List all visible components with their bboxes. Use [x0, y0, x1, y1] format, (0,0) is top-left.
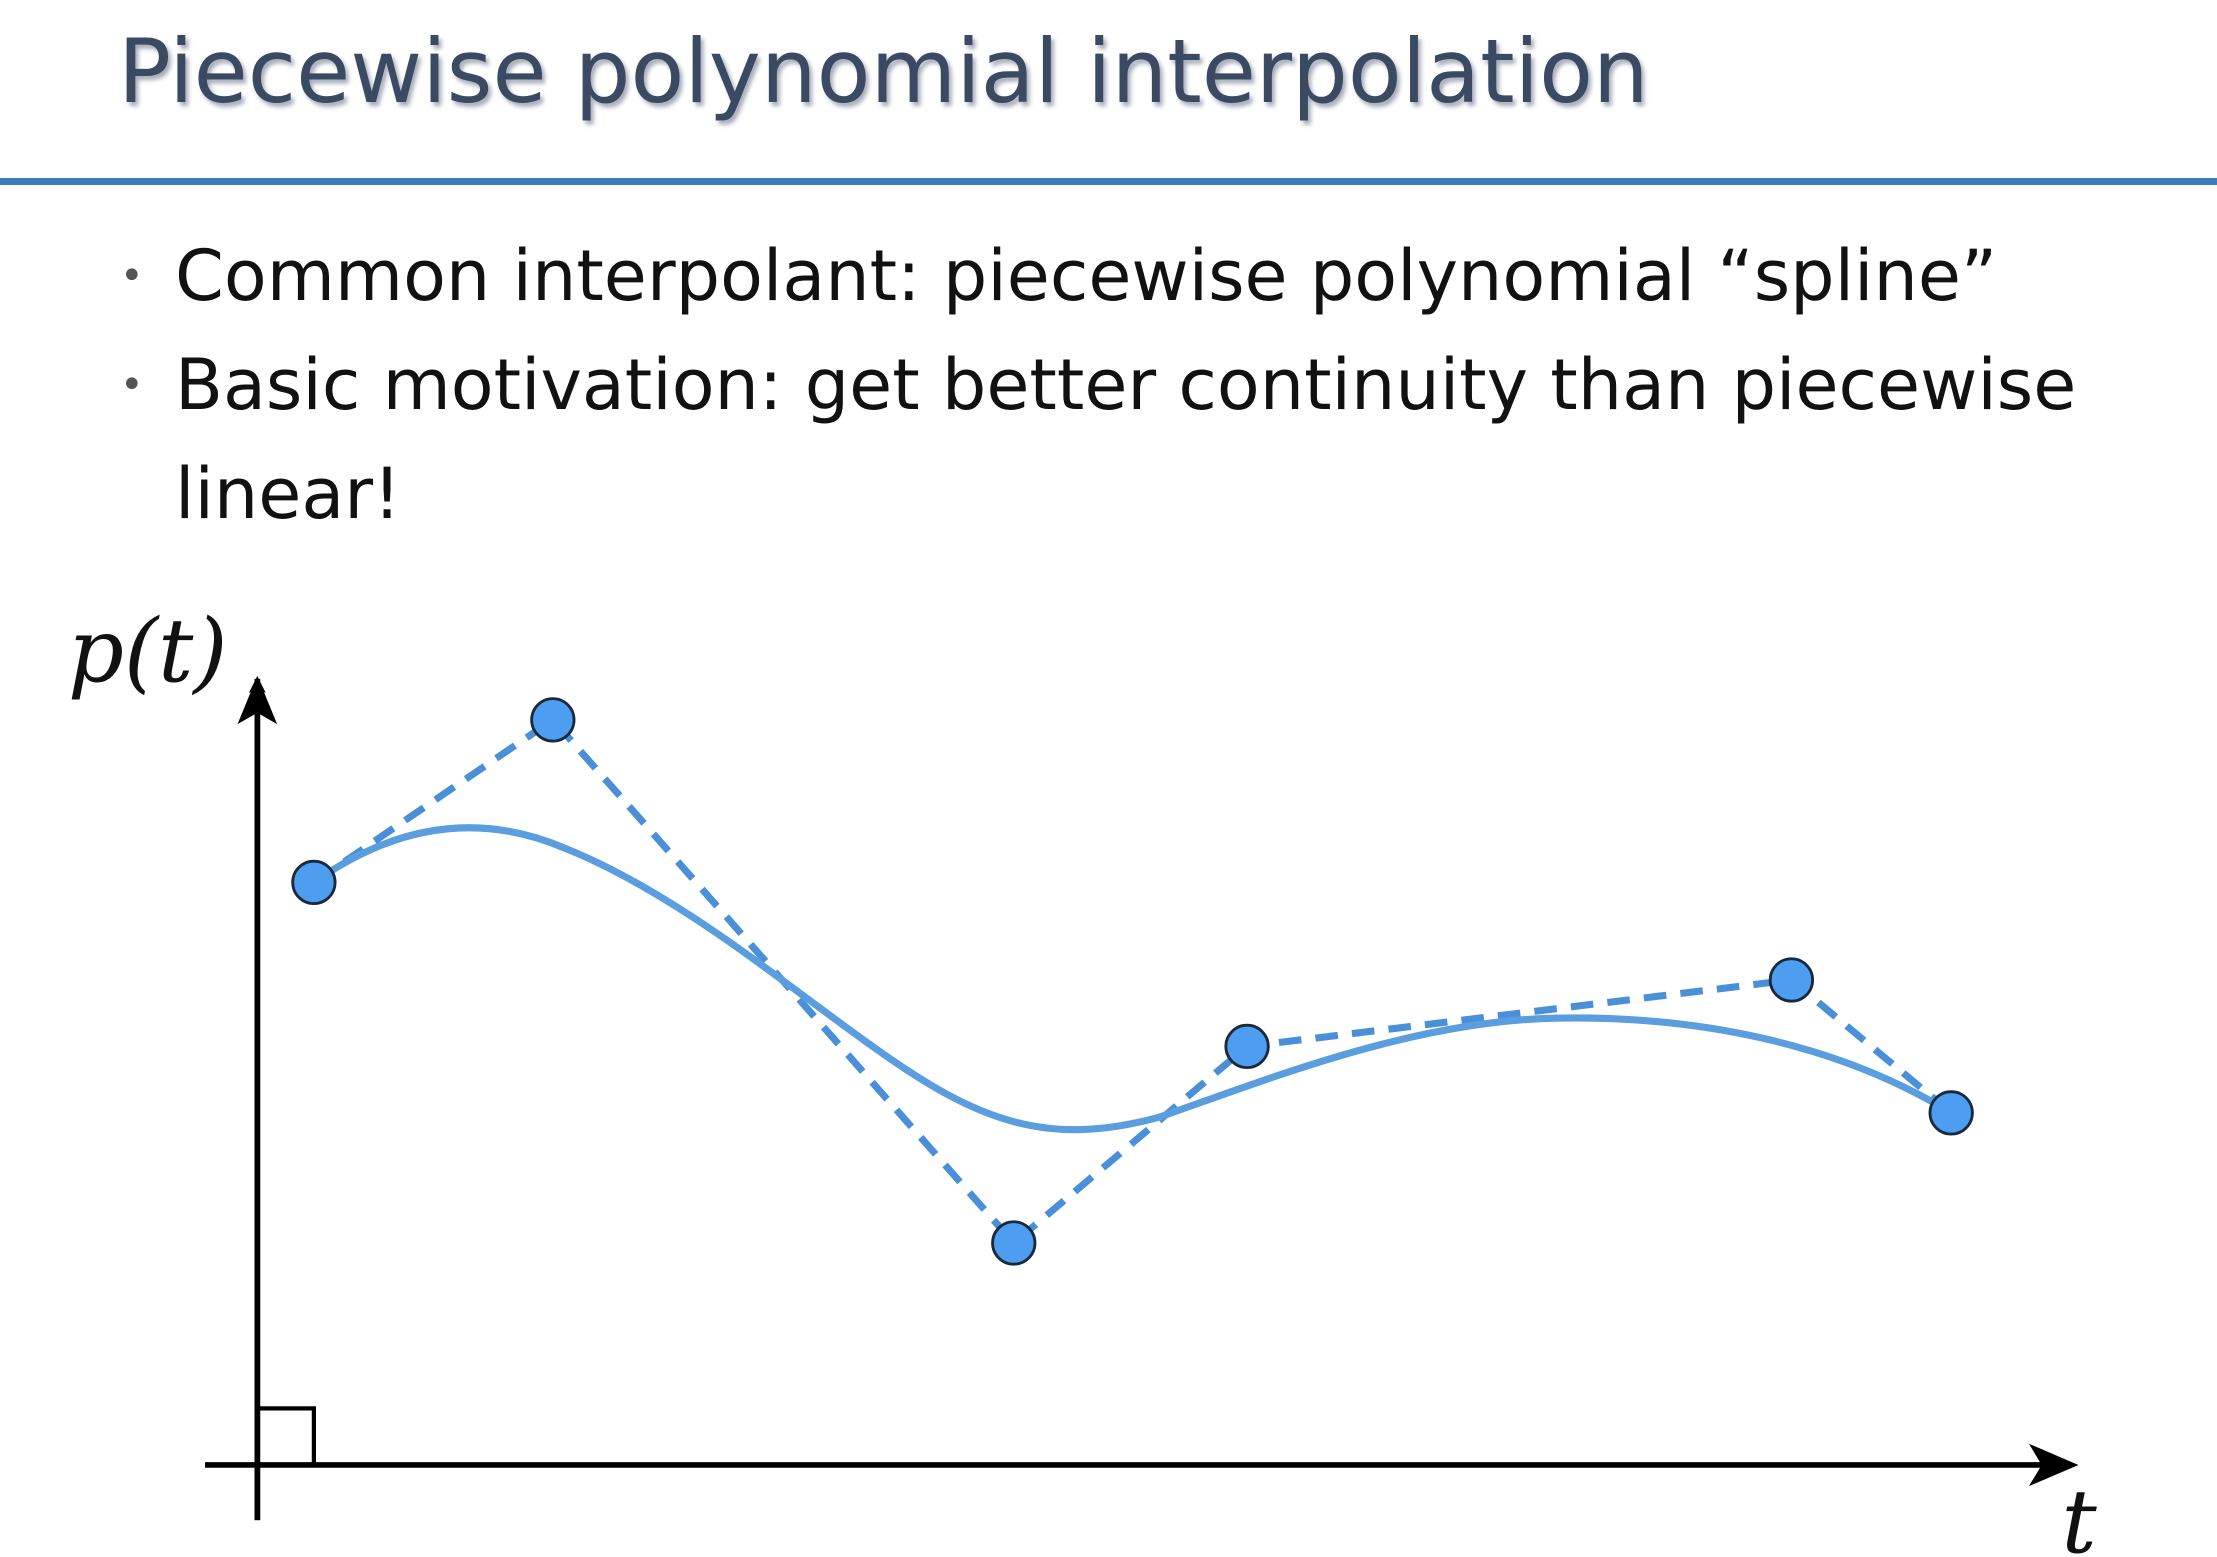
point [291, 859, 337, 906]
bullet: Basic motivation: get better continuity … [118, 331, 2118, 549]
linear-interpolant [311, 715, 1954, 1248]
slide-title: Piecewise polynomial interpolation [118, 20, 1649, 123]
x-arrow [2028, 1443, 2079, 1487]
y-arrow [237, 675, 278, 725]
x-axis-label: t [2061, 1472, 2097, 1557]
y-axis-label: p(t) [68, 601, 228, 703]
point [1928, 1090, 1974, 1136]
bullet-list: Common interpolant: piecewise polynomial… [118, 222, 2118, 549]
point [1768, 957, 1815, 1003]
spline-curve [311, 824, 1954, 1134]
title-rule [0, 178, 2217, 185]
bullet: Common interpolant: piecewise polynomial… [118, 222, 2118, 331]
point [991, 1220, 1037, 1266]
right-angle [255, 1406, 317, 1468]
points [291, 697, 1974, 1266]
point [530, 697, 576, 743]
point [1224, 1023, 1270, 1070]
